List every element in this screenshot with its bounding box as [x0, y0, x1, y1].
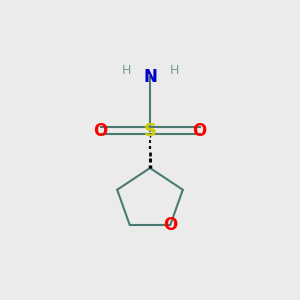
Text: O: O [163, 216, 177, 234]
Text: H: H [121, 64, 131, 77]
Text: H: H [169, 64, 179, 77]
Text: N: N [143, 68, 157, 85]
Text: O: O [192, 122, 207, 140]
Text: S: S [143, 122, 157, 140]
Text: O: O [93, 122, 108, 140]
